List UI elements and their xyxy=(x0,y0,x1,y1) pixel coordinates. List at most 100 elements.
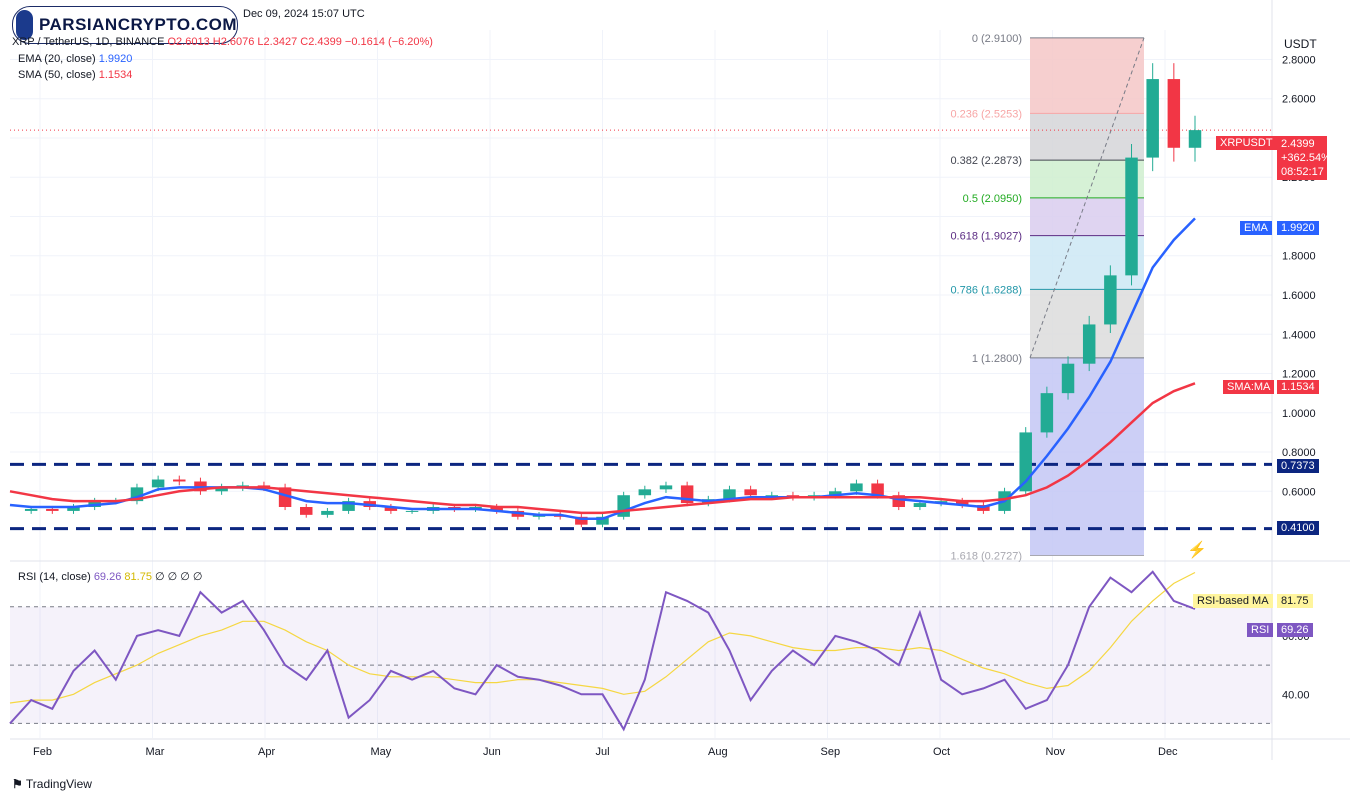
fib-level-label: 0.618 (1.9027) xyxy=(950,231,1022,243)
price-axis-tick: 2.6000 xyxy=(1282,94,1316,106)
ohlc-high: H2.6076 xyxy=(212,36,255,48)
candle-body xyxy=(723,489,736,500)
price-badge-percent: +362.54% xyxy=(1281,152,1331,164)
candle-body xyxy=(278,487,292,507)
sma-axis-tag: SMA:MA xyxy=(1223,380,1275,394)
lightning-icon[interactable]: ⚡ xyxy=(1187,542,1207,559)
time-axis-label: Mar xyxy=(146,746,165,758)
rsi-line xyxy=(9,570,1196,732)
fib-level-label: 1.618 (0.2727) xyxy=(950,551,1022,563)
logo-text: PARSIANCRYPTO.COM xyxy=(38,15,237,34)
fib-zone-0 xyxy=(1030,37,1144,114)
candle-body xyxy=(405,510,419,512)
candle-body xyxy=(829,491,842,496)
price-axis-tick: 0.6000 xyxy=(1282,486,1316,498)
fib-level-label: 0 (2.9100) xyxy=(972,33,1022,45)
ema-line xyxy=(9,217,1196,521)
candle-body xyxy=(1082,324,1096,364)
candle-body xyxy=(151,479,165,488)
rsi-ma-axis-value: 81.75 xyxy=(1277,594,1313,608)
candle-body xyxy=(1104,275,1117,325)
price-badge: 2.4399 +362.54% 08:52:17 xyxy=(1277,136,1331,180)
symbol-line: XRP / TetherUS, 1D, BINANCE O2.6013 H2.6… xyxy=(12,36,433,48)
time-axis-label: May xyxy=(371,746,392,758)
candle-body xyxy=(300,507,313,515)
candle-body xyxy=(1125,157,1138,276)
time-axis-label: Sep xyxy=(821,746,841,758)
candle-body xyxy=(342,501,355,511)
time-axis-label: Apr xyxy=(258,746,275,758)
rsi-legend-ma-value: 81.75 xyxy=(124,571,152,583)
header-datetime: Dec 09, 2024 15:07 UTC xyxy=(243,8,365,20)
candle-body xyxy=(765,495,779,497)
price-axis-tick: 1.4000 xyxy=(1282,329,1316,341)
time-axis-label: Feb xyxy=(33,746,52,758)
fib-level-label: 0.382 (2.2873) xyxy=(950,155,1022,167)
sma-legend-label: SMA (50, close) xyxy=(18,69,96,81)
candle-body xyxy=(67,507,80,511)
sma-legend[interactable]: SMA (50, close) 1.1534 xyxy=(18,69,132,81)
fib-zone-1 xyxy=(1030,113,1144,161)
candle-body xyxy=(744,489,757,496)
rsi-axis-value: 69.26 xyxy=(1277,623,1313,637)
candle-body xyxy=(215,487,228,492)
ohlc-close: C2.4399 xyxy=(300,36,342,48)
ema-axis-value: 1.9920 xyxy=(1277,221,1319,235)
candle-body xyxy=(1146,79,1159,158)
candle-body xyxy=(24,508,38,511)
candle-body xyxy=(1061,363,1075,394)
resistance-axis-value: 0.7373 xyxy=(1277,459,1319,473)
sma-line xyxy=(9,382,1196,515)
candle-body xyxy=(321,510,334,515)
fib-level-label: 1 (1.2800) xyxy=(972,353,1022,365)
time-axis-label: Nov xyxy=(1046,746,1066,758)
ema-legend-value: 1.9920 xyxy=(98,53,133,65)
sma-axis-value: 1.1534 xyxy=(1277,380,1319,394)
candle-body xyxy=(46,508,59,511)
tradingview-brand: ⚑ TradingView xyxy=(12,777,92,791)
ema-legend-label: EMA (20, close) xyxy=(18,53,96,65)
symbol-name[interactable]: XRP / TetherUS, 1D, BINANCE xyxy=(12,36,165,48)
ohlc-change: −0.1614 (−6.20%) xyxy=(344,36,433,48)
fib-zone-3 xyxy=(1030,197,1144,236)
ohlc-low: L2.3427 xyxy=(257,36,298,48)
price-axis-tick: 1.8000 xyxy=(1282,251,1316,263)
fib-zone-4 xyxy=(1030,235,1144,290)
tradingview-icon: ⚑ xyxy=(12,777,23,791)
time-axis-label: Jul xyxy=(596,746,610,758)
ohlc-open: O2.6013 xyxy=(167,36,210,48)
candle-body xyxy=(173,479,186,482)
candle-body xyxy=(638,489,652,496)
rsi-legend-zeros: ∅ ∅ ∅ ∅ xyxy=(155,571,203,583)
price-axis-tick: 0.8000 xyxy=(1282,447,1316,459)
candle-body xyxy=(596,516,609,525)
rsi-legend-value: 69.26 xyxy=(93,571,122,583)
price-axis-tick: 1.0000 xyxy=(1282,408,1316,420)
rsi-legend-label: RSI (14, close) xyxy=(18,571,91,583)
candle-body xyxy=(1040,393,1054,433)
candle-body xyxy=(1167,79,1181,148)
price-axis-tick: 2.8000 xyxy=(1282,54,1316,66)
candle-body xyxy=(575,516,588,525)
rsi-legend[interactable]: RSI (14, close) 69.26 81.75 ∅ ∅ ∅ ∅ xyxy=(18,570,203,583)
time-axis-label: Dec xyxy=(1158,746,1178,758)
rsi-ma-line xyxy=(9,571,1196,704)
candle-body xyxy=(955,501,969,506)
candle-body xyxy=(384,507,398,511)
candle-body xyxy=(659,485,673,490)
price-badge-countdown: 08:52:17 xyxy=(1281,166,1324,178)
ema-legend[interactable]: EMA (20, close) 1.9920 xyxy=(18,53,132,65)
fib-level-label: 0.236 (2.5253) xyxy=(950,108,1022,120)
candle-body xyxy=(913,503,927,507)
fib-level-label: 0.5 (2.0950) xyxy=(963,193,1022,205)
logo-icon xyxy=(16,10,33,40)
tradingview-label: TradingView xyxy=(25,777,92,791)
currency-label[interactable]: USDT xyxy=(1284,37,1317,51)
fib-level-label: 0.786 (1.6288) xyxy=(950,284,1022,296)
candle-body xyxy=(850,483,863,492)
candle-body xyxy=(1188,130,1202,148)
rsi-ma-tag: RSI-based MA xyxy=(1193,594,1273,608)
fib-zone-6 xyxy=(1030,357,1144,556)
